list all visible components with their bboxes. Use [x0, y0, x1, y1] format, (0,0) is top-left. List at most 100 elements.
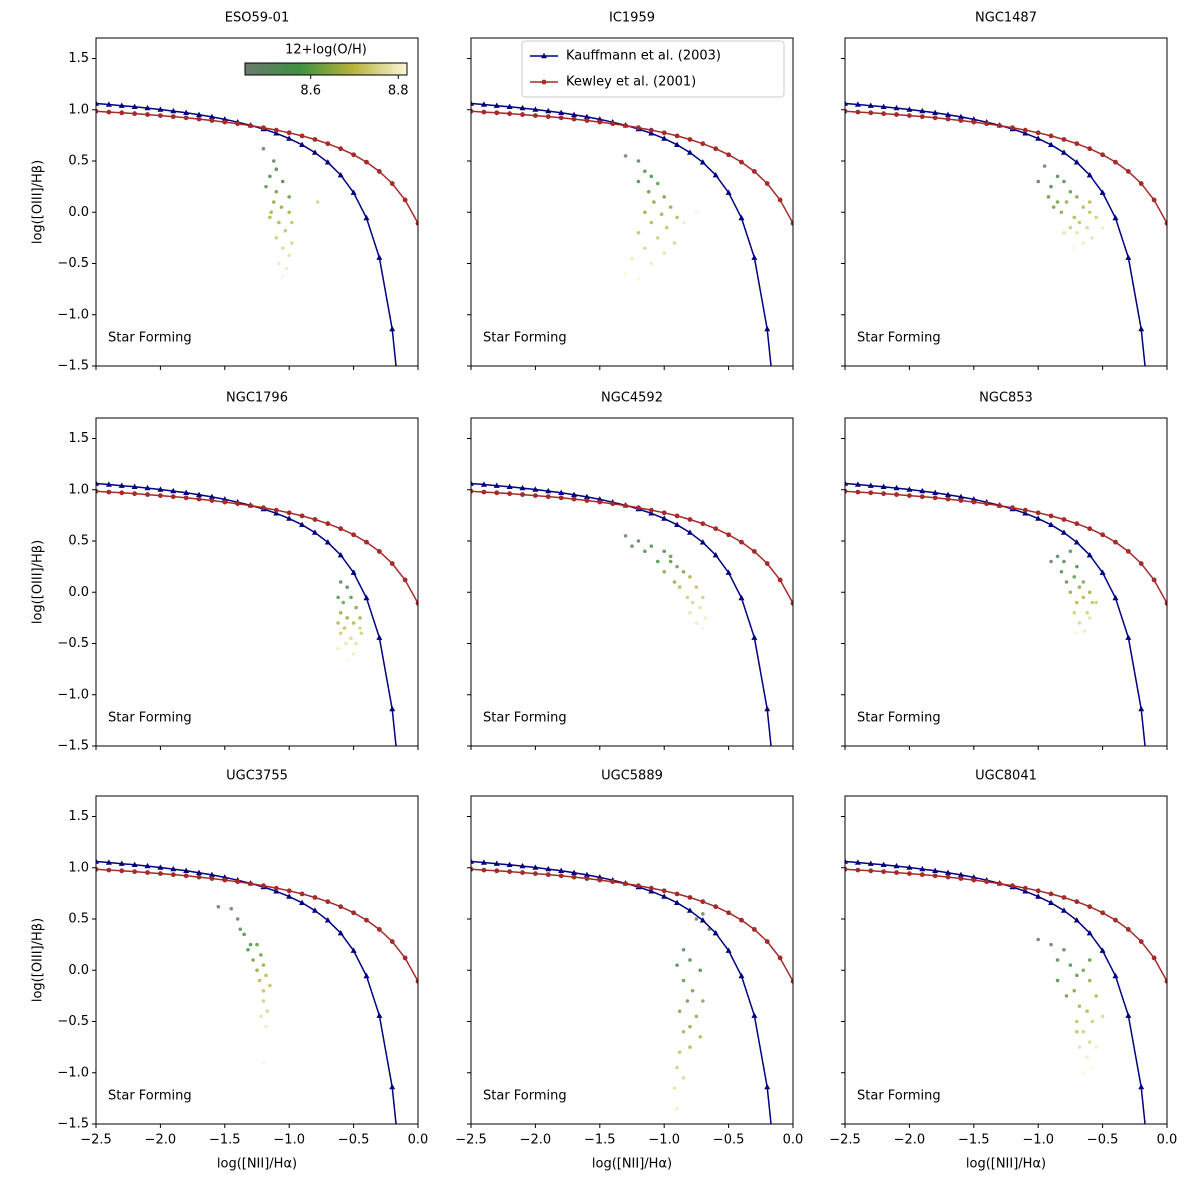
point: [1081, 968, 1086, 973]
curve-marker: [725, 189, 732, 195]
curve-marker: [738, 214, 745, 221]
curve-marker: [545, 865, 552, 872]
curve-marker: [1086, 171, 1093, 178]
curve-marker: [493, 860, 500, 866]
annotation: Star Forming: [108, 331, 192, 346]
axes-frame: [470, 417, 794, 747]
curve-marker: [494, 490, 500, 496]
curve-marker: [661, 130, 667, 136]
curve-marker: [235, 879, 241, 885]
point: [1100, 225, 1105, 230]
point: [675, 215, 679, 220]
point: [1090, 600, 1095, 605]
curve-marker: [636, 505, 641, 511]
curve-marker: [867, 482, 874, 488]
curve-marker: [170, 872, 176, 878]
point: [1064, 200, 1069, 204]
panel: NGC853 Star Forming: [841, 391, 1168, 750]
point: [274, 167, 279, 171]
curve-line: [845, 110, 1167, 224]
curve-marker: [1113, 539, 1118, 545]
curve-marker: [533, 871, 538, 876]
point: [1062, 230, 1066, 235]
curve-marker: [880, 103, 887, 109]
curve-marker: [208, 113, 215, 120]
curve-marker: [712, 929, 719, 936]
point: [349, 595, 353, 600]
curve-marker: [674, 891, 680, 897]
curve-marker: [855, 109, 861, 115]
point: [701, 595, 705, 600]
point: [341, 600, 346, 605]
point: [265, 1009, 270, 1014]
x-tick-label: −2.5: [80, 1133, 112, 1148]
curve-marker: [1048, 133, 1054, 139]
curve-marker: [235, 501, 241, 507]
curve-marker: [661, 888, 667, 894]
point: [643, 210, 647, 215]
point: [351, 651, 356, 656]
curves: [96, 100, 418, 366]
curve-marker: [854, 859, 861, 865]
y-tick-label: 1.0: [68, 482, 89, 497]
curve-marker: [906, 486, 913, 492]
curve-marker: [261, 505, 266, 511]
point: [1077, 220, 1082, 225]
curve-marker: [493, 102, 500, 108]
point: [238, 927, 243, 932]
point: [1085, 1055, 1089, 1060]
curve-marker: [273, 130, 280, 136]
curve-marker: [1151, 197, 1157, 203]
curve-marker: [324, 539, 331, 545]
curve-marker: [610, 121, 616, 127]
curve-marker: [533, 113, 538, 118]
point: [1075, 1019, 1079, 1024]
curve-marker: [661, 515, 668, 521]
curve-marker: [351, 152, 356, 158]
curve-marker: [881, 869, 887, 875]
curve-marker: [558, 109, 565, 116]
point: [1077, 621, 1082, 625]
curve-marker: [376, 549, 382, 554]
panel: NGC1796 −1.5 −1.0 −0.5 0.0 0.5 1.0 1.5 log([OIII…: [31, 391, 419, 754]
point: [1075, 973, 1079, 978]
curve-marker: [324, 159, 331, 165]
curve-marker: [1022, 510, 1029, 516]
curve-line: [845, 868, 1167, 982]
x-tick-label: −2.0: [894, 1133, 926, 1148]
curve-marker: [158, 493, 163, 498]
x-tick-label: −1.5: [958, 1133, 990, 1148]
point: [345, 616, 349, 620]
curve-marker: [867, 860, 874, 866]
x-tick-label: −0.5: [338, 1133, 370, 1148]
curve-marker: [273, 507, 279, 513]
curve-marker: [363, 594, 370, 601]
curve-marker: [132, 111, 138, 117]
point: [336, 595, 340, 600]
panel-title: NGC1487: [975, 11, 1037, 26]
points: [1049, 549, 1098, 636]
point: [636, 230, 641, 235]
curve-marker: [106, 109, 112, 115]
curve-marker: [907, 113, 912, 118]
curve-marker: [1100, 910, 1105, 916]
curve-marker: [144, 104, 151, 111]
curve-marker: [894, 870, 899, 875]
curve-marker: [364, 159, 369, 165]
curve-marker: [1022, 888, 1029, 894]
point: [662, 569, 666, 574]
point: [1087, 210, 1092, 215]
curve-marker: [790, 600, 793, 606]
curve-marker: [396, 1146, 402, 1151]
point: [690, 988, 695, 993]
point: [688, 1024, 692, 1029]
point: [216, 904, 221, 909]
curve-marker: [337, 929, 344, 936]
point: [662, 195, 666, 199]
curve-marker: [932, 867, 939, 874]
curve-marker: [984, 121, 990, 127]
curve-marker: [299, 513, 305, 519]
point: [287, 210, 292, 215]
curve-marker: [324, 917, 331, 923]
curve-marker: [571, 869, 578, 875]
